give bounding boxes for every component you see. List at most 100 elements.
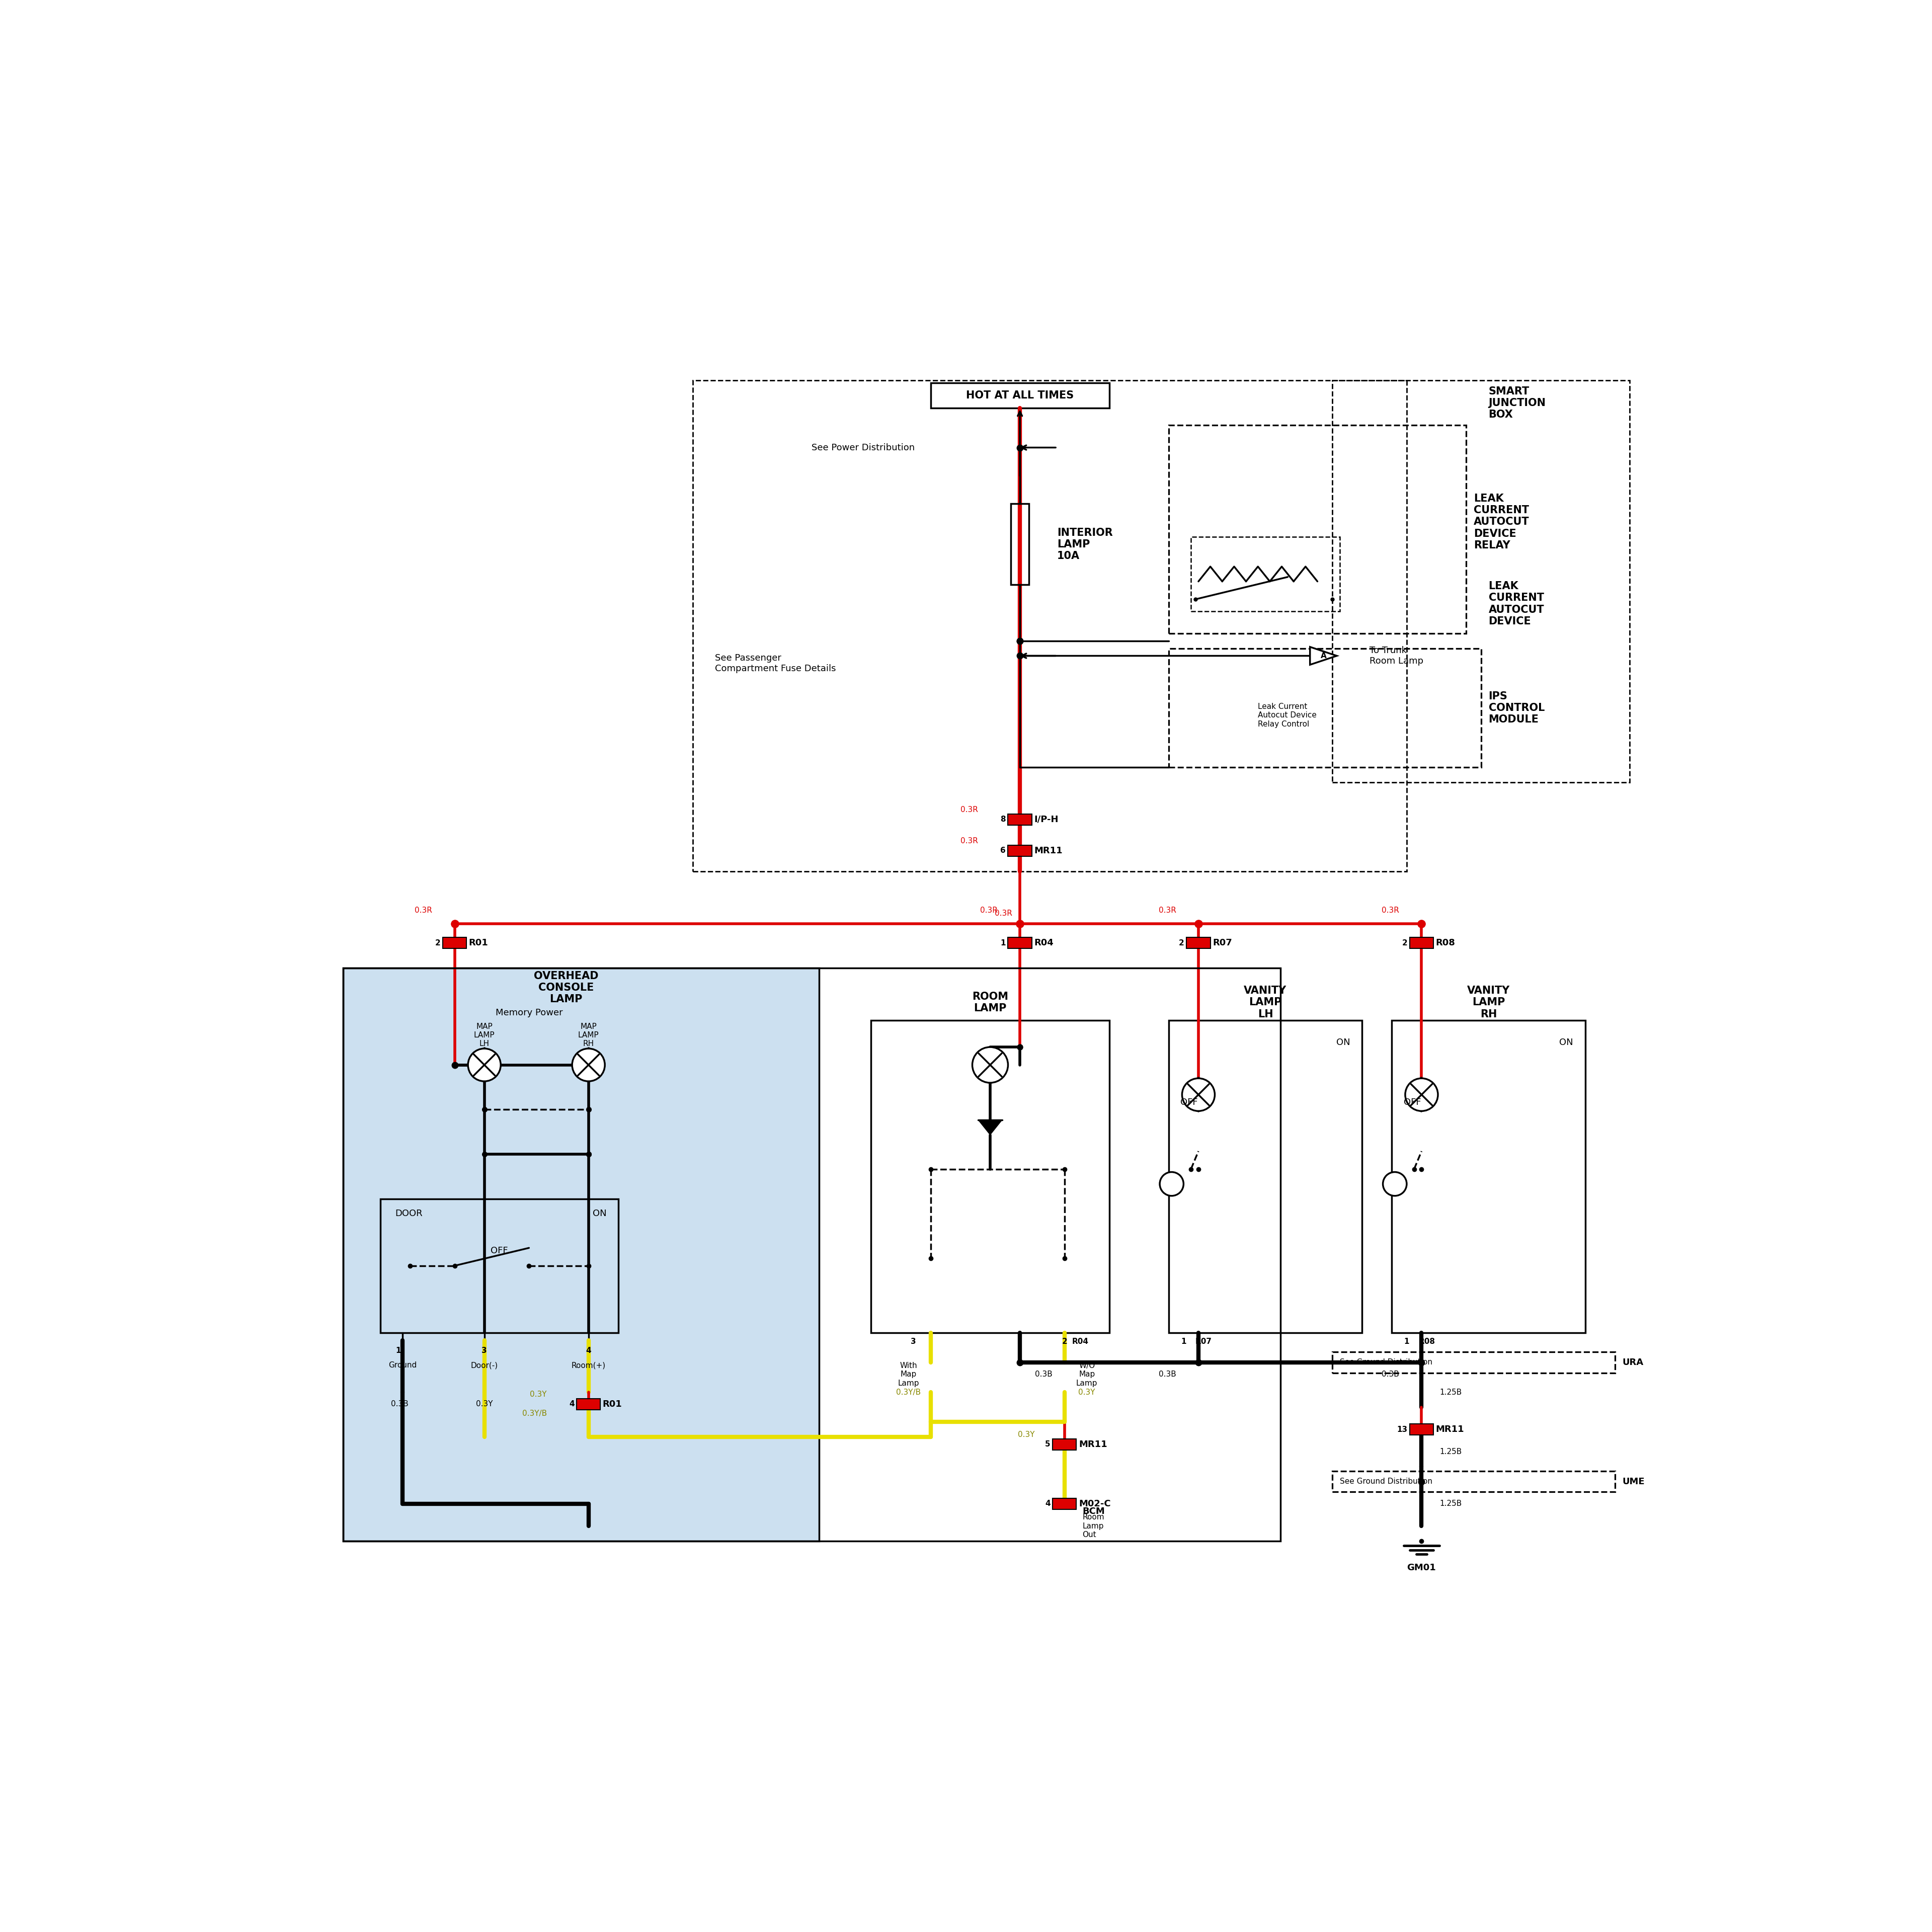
- Text: 0.3R: 0.3R: [960, 806, 978, 813]
- Text: 0.3Y: 0.3Y: [1018, 1432, 1036, 1437]
- Text: Ground: Ground: [388, 1362, 417, 1370]
- Text: 1.25B: 1.25B: [1439, 1389, 1463, 1397]
- Text: R04: R04: [1034, 939, 1053, 947]
- Text: 0.3Y/B: 0.3Y/B: [522, 1410, 547, 1418]
- Text: UME: UME: [1623, 1476, 1644, 1486]
- Text: 3: 3: [910, 1337, 916, 1345]
- Text: MAP
LAMP
LH: MAP LAMP LH: [473, 1022, 495, 1047]
- Bar: [1333, 1352, 1615, 1374]
- Text: 1: 1: [1180, 1337, 1186, 1345]
- Bar: [931, 383, 1109, 408]
- Text: See Passenger
Compartment Fuse Details: See Passenger Compartment Fuse Details: [715, 653, 837, 672]
- Text: URA: URA: [1623, 1358, 1644, 1368]
- Text: INTERIOR
LAMP
10A: INTERIOR LAMP 10A: [1057, 527, 1113, 560]
- Text: Memory Power: Memory Power: [495, 1009, 562, 1018]
- Text: With
Map
Lamp: With Map Lamp: [898, 1362, 920, 1387]
- Bar: [1410, 1424, 1434, 1435]
- Text: MR11: MR11: [1435, 1426, 1464, 1434]
- Text: OFF: OFF: [491, 1246, 508, 1256]
- Text: Door(-): Door(-): [471, 1362, 498, 1370]
- Text: VANITY
LAMP
RH: VANITY LAMP RH: [1466, 985, 1511, 1020]
- Circle shape: [972, 1047, 1009, 1082]
- Text: 13: 13: [1397, 1426, 1406, 1434]
- Text: 1.25B: 1.25B: [1439, 1499, 1463, 1507]
- Text: GM01: GM01: [1406, 1563, 1435, 1573]
- Text: W/O
Map
Lamp: W/O Map Lamp: [1076, 1362, 1097, 1387]
- Text: See Power Distribution: See Power Distribution: [811, 442, 916, 452]
- Text: 4: 4: [1045, 1499, 1051, 1507]
- Bar: [1009, 937, 1032, 949]
- Bar: [344, 968, 819, 1542]
- Bar: [1186, 937, 1209, 949]
- Bar: [1391, 1020, 1584, 1333]
- Text: R07: R07: [1196, 1337, 1211, 1345]
- Text: DOOR: DOOR: [394, 1209, 423, 1219]
- Text: 0.3R: 0.3R: [995, 910, 1012, 918]
- Polygon shape: [1310, 647, 1337, 665]
- Text: 0.3Y: 0.3Y: [1078, 1389, 1095, 1397]
- Bar: [1333, 1470, 1615, 1492]
- Text: 0.3B: 0.3B: [1159, 1370, 1177, 1378]
- Text: Room(+): Room(+): [572, 1362, 605, 1370]
- Bar: [1333, 381, 1631, 782]
- Text: 0.3Y: 0.3Y: [529, 1391, 547, 1399]
- Text: 1: 1: [1001, 939, 1007, 947]
- Text: To Trunk
Room Lamp: To Trunk Room Lamp: [1370, 645, 1424, 667]
- Text: 0.3B: 0.3B: [390, 1401, 408, 1408]
- Polygon shape: [978, 1121, 1003, 1134]
- Text: R01: R01: [603, 1399, 622, 1408]
- Text: 2: 2: [1179, 939, 1184, 947]
- Text: ON: ON: [1559, 1037, 1573, 1047]
- Text: 0.3R: 0.3R: [980, 906, 997, 914]
- Bar: [1009, 813, 1032, 825]
- Text: 0.3R: 0.3R: [960, 837, 978, 844]
- Text: R01: R01: [469, 939, 489, 947]
- Text: SMART
JUNCTION
BOX: SMART JUNCTION BOX: [1488, 386, 1546, 419]
- Text: 6: 6: [1001, 846, 1007, 854]
- Text: 1: 1: [1405, 1337, 1408, 1345]
- Text: R04: R04: [1072, 1337, 1088, 1345]
- Circle shape: [1159, 1173, 1184, 1196]
- Bar: [442, 937, 466, 949]
- Text: ON: ON: [1337, 1037, 1350, 1047]
- Text: 2: 2: [1063, 1337, 1066, 1345]
- Text: 2: 2: [1403, 939, 1406, 947]
- Text: 0.3B: 0.3B: [1036, 1370, 1053, 1378]
- Text: 0.3R: 0.3R: [415, 906, 433, 914]
- Bar: [1190, 537, 1339, 611]
- Circle shape: [572, 1049, 605, 1082]
- Text: HOT AT ALL TIMES: HOT AT ALL TIMES: [966, 390, 1074, 400]
- Circle shape: [468, 1049, 500, 1082]
- Text: I/P-H: I/P-H: [1034, 815, 1059, 823]
- Text: Leak Current
Autocut Device
Relay Control: Leak Current Autocut Device Relay Contro…: [1258, 703, 1318, 728]
- Bar: [344, 968, 1281, 1542]
- Bar: [1010, 504, 1030, 585]
- Text: MR11: MR11: [1034, 846, 1063, 856]
- Text: 0.3Y/B: 0.3Y/B: [896, 1389, 922, 1397]
- Text: M02-C: M02-C: [1078, 1499, 1111, 1509]
- Bar: [1053, 1439, 1076, 1449]
- Text: 4: 4: [585, 1347, 591, 1354]
- Text: Room
Lamp
Out: Room Lamp Out: [1082, 1513, 1105, 1538]
- Bar: [1410, 937, 1434, 949]
- Text: 2: 2: [435, 939, 440, 947]
- Text: See Ground Distribution: See Ground Distribution: [1339, 1478, 1432, 1486]
- Text: See Ground Distribution: See Ground Distribution: [1339, 1358, 1432, 1366]
- Text: OFF: OFF: [1180, 1097, 1198, 1107]
- Text: A: A: [1320, 651, 1327, 659]
- Bar: [576, 1399, 601, 1410]
- Bar: [1169, 649, 1482, 767]
- Text: LEAK
CURRENT
AUTOCUT
DEVICE
RELAY: LEAK CURRENT AUTOCUT DEVICE RELAY: [1474, 493, 1530, 551]
- Text: MR11: MR11: [1078, 1439, 1107, 1449]
- Bar: [1009, 844, 1032, 856]
- Text: 0.3R: 0.3R: [1381, 906, 1399, 914]
- Bar: [381, 1198, 618, 1333]
- Bar: [1053, 1497, 1076, 1509]
- Text: 5: 5: [1045, 1441, 1051, 1449]
- Text: BCM: BCM: [1082, 1507, 1105, 1517]
- Text: ON: ON: [593, 1209, 607, 1219]
- Circle shape: [1182, 1078, 1215, 1111]
- Text: 0.3R: 0.3R: [1159, 906, 1177, 914]
- Text: R07: R07: [1213, 939, 1233, 947]
- Text: LEAK
CURRENT
AUTOCUT
DEVICE: LEAK CURRENT AUTOCUT DEVICE: [1488, 582, 1544, 626]
